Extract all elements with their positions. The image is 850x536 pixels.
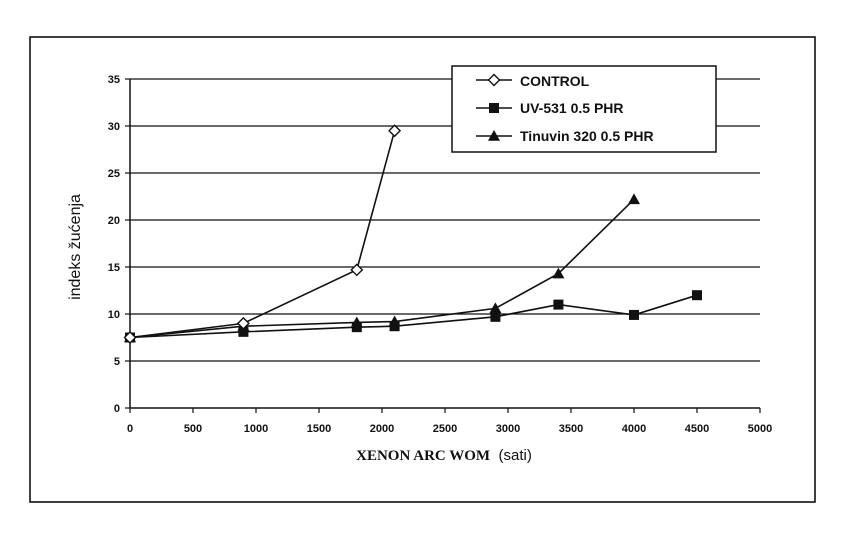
data-point — [553, 299, 564, 310]
y-tick-label: 20 — [108, 215, 120, 227]
data-point — [552, 267, 565, 279]
y-tick-label: 10 — [108, 309, 120, 321]
legend: CONTROL UV-531 0.5 PHR Tinuvin 320 0.5 P… — [451, 65, 717, 153]
data-point — [350, 263, 364, 277]
axes: 0 5 10 15 20 25 30 35 0 500 1000 1500 2000 2500 3000 35… — [108, 74, 772, 435]
legend-marker — [487, 73, 501, 87]
data-point — [236, 316, 250, 330]
data-point — [238, 326, 249, 337]
legend-label-tinuvin: Tinuvin 320 0.5 PHR — [520, 128, 654, 144]
legend-label-uv531: UV-531 0.5 PHR — [520, 100, 624, 116]
y-tick-label: 15 — [108, 262, 120, 274]
x-tick-label: 1500 — [307, 423, 331, 435]
data-point — [489, 302, 502, 314]
data-point — [628, 193, 640, 205]
y-tick-label: 30 — [108, 121, 120, 133]
y-tick-label: 5 — [114, 356, 120, 368]
data-point — [388, 124, 402, 138]
x-tick-label: 1000 — [244, 423, 268, 435]
data-point — [351, 322, 362, 333]
legend-marks — [476, 73, 512, 141]
y-tick-label: 0 — [114, 403, 120, 415]
series-0 — [123, 124, 402, 344]
x-tick-label: 500 — [184, 423, 202, 435]
data-point — [629, 309, 639, 320]
series-group — [123, 124, 702, 344]
x-tick-label: 0 — [127, 423, 133, 435]
x-tick-label: 5000 — [748, 423, 772, 435]
x-axis-label-main: XENON ARC WOM — [356, 448, 490, 464]
x-axis-label: XENON ARC WOM (sati) — [356, 447, 532, 464]
x-tick-label: 4000 — [622, 423, 646, 435]
x-tick-label: 2000 — [370, 423, 394, 435]
x-tick-label: 3000 — [496, 423, 520, 435]
y-tick-label: 35 — [108, 74, 120, 86]
legend-label-control: CONTROL — [520, 73, 590, 89]
series-line — [129, 130, 396, 339]
x-tick-label: 4500 — [685, 423, 709, 435]
data-point — [389, 321, 400, 332]
legend-marker — [489, 103, 499, 113]
x-tick-label: 3500 — [559, 423, 583, 435]
legend-marker — [488, 130, 500, 141]
data-point — [490, 311, 501, 322]
y-axis-label: indeks žućenja — [67, 194, 84, 300]
series-line — [129, 294, 698, 339]
x-tick-label: 2500 — [433, 423, 457, 435]
data-point — [692, 290, 702, 301]
x-axis-label-unit: (sati) — [499, 447, 532, 464]
data-point — [123, 331, 137, 344]
y-tick-label: 25 — [108, 168, 120, 180]
